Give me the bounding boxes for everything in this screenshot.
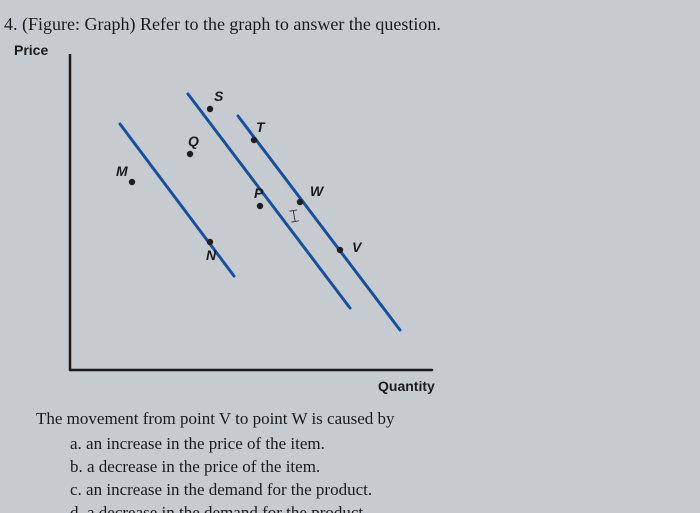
question-body: The movement from point V to point W is … xyxy=(36,408,395,513)
svg-text:V: V xyxy=(352,239,363,255)
demand-graph: M Q S T N P W V xyxy=(60,54,460,384)
question-header: 4. (Figure: Graph) Refer to the graph to… xyxy=(4,14,688,35)
y-axis-label: Price xyxy=(14,42,48,58)
x-axis-label: Quantity xyxy=(378,378,435,394)
svg-text:T: T xyxy=(256,119,266,135)
answer-options: a. an increase in the price of the item.… xyxy=(70,433,395,513)
question-prompt: The movement from point V to point W is … xyxy=(36,408,395,431)
svg-text:N: N xyxy=(206,247,217,263)
option-b[interactable]: b. a decrease in the price of the item. xyxy=(70,456,395,479)
svg-text:W: W xyxy=(310,183,325,199)
svg-text:S: S xyxy=(214,88,224,104)
exam-question: 4. (Figure: Graph) Refer to the graph to… xyxy=(0,0,700,513)
svg-text:Q: Q xyxy=(188,133,199,149)
option-d[interactable]: d. a decrease in the demand for the prod… xyxy=(70,502,395,513)
svg-text:P: P xyxy=(254,185,264,201)
option-c[interactable]: c. an increase in the demand for the pro… xyxy=(70,479,395,502)
option-a[interactable]: a. an increase in the price of the item. xyxy=(70,433,395,456)
svg-text:M: M xyxy=(116,163,128,179)
